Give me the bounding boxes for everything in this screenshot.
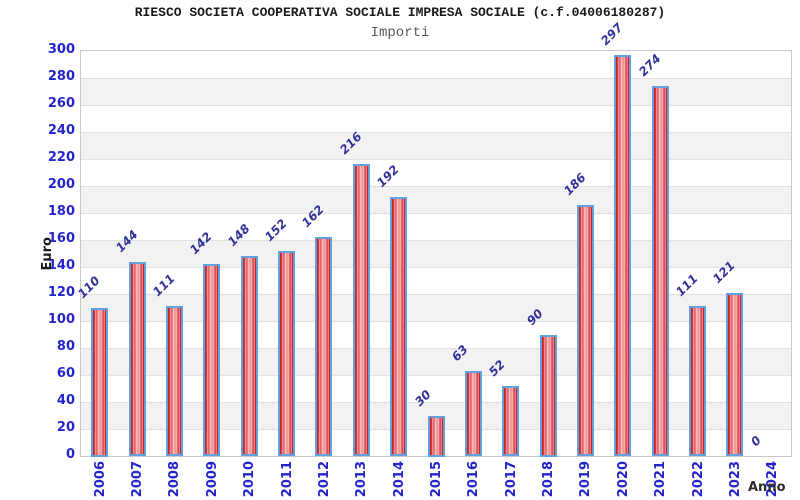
x-tick-label-2010: 2010 bbox=[242, 461, 257, 498]
gridline bbox=[81, 105, 791, 106]
bar-2016 bbox=[464, 371, 482, 456]
y-tick-label: 60 bbox=[56, 366, 75, 381]
x-tick-label-2008: 2008 bbox=[167, 461, 182, 498]
y-tick-label: 0 bbox=[65, 447, 75, 462]
x-tick-label-2019: 2019 bbox=[578, 461, 593, 498]
gridline bbox=[81, 375, 791, 376]
gridline bbox=[81, 402, 791, 403]
y-tick-label: 220 bbox=[47, 150, 75, 165]
bar-2015 bbox=[427, 416, 445, 457]
bar-2009 bbox=[203, 264, 221, 456]
x-tick-label-2011: 2011 bbox=[280, 461, 295, 498]
y-tick-label: 40 bbox=[56, 393, 75, 408]
gridline bbox=[81, 132, 791, 133]
bar-2020 bbox=[614, 55, 632, 456]
x-tick-label-2007: 2007 bbox=[130, 461, 145, 498]
y-tick-label: 120 bbox=[47, 285, 75, 300]
bar-2017 bbox=[502, 386, 520, 456]
y-tick-label: 140 bbox=[47, 258, 75, 273]
y-tick-label: 200 bbox=[47, 177, 75, 192]
x-tick-label-2012: 2012 bbox=[317, 461, 332, 498]
bar-2018 bbox=[539, 335, 557, 457]
bar-2007 bbox=[128, 262, 146, 456]
x-tick-label-2015: 2015 bbox=[429, 461, 444, 498]
chart-title: RIESCO SOCIETA COOPERATIVA SOCIALE IMPRE… bbox=[134, 5, 666, 20]
bar-2013 bbox=[352, 164, 370, 456]
bar-2006 bbox=[91, 308, 109, 457]
y-tick-label: 100 bbox=[47, 312, 75, 327]
gridline bbox=[81, 159, 791, 160]
gridline bbox=[81, 78, 791, 79]
y-tick-label: 80 bbox=[56, 339, 75, 354]
x-tick-label-2023: 2023 bbox=[728, 461, 743, 498]
gridline bbox=[81, 294, 791, 295]
bar-2014 bbox=[390, 197, 408, 456]
bar-2019 bbox=[577, 205, 594, 456]
bar-2008 bbox=[165, 306, 183, 456]
x-tick-label-2014: 2014 bbox=[392, 461, 407, 498]
bar-2022 bbox=[689, 306, 707, 456]
plot-area bbox=[80, 50, 792, 457]
bar-2023 bbox=[726, 293, 744, 456]
gridline bbox=[81, 240, 791, 241]
chart-subtitle: Importi bbox=[370, 25, 430, 41]
gridline bbox=[81, 267, 791, 268]
x-tick-label-2018: 2018 bbox=[541, 461, 556, 498]
x-tick-label-2013: 2013 bbox=[354, 461, 369, 498]
x-tick-label-2020: 2020 bbox=[616, 461, 631, 498]
y-tick-label: 240 bbox=[47, 123, 75, 138]
bar-2010 bbox=[240, 256, 258, 456]
x-axis-title: Anno bbox=[748, 480, 786, 495]
x-tick-label-2016: 2016 bbox=[466, 461, 481, 498]
y-tick-label: 180 bbox=[47, 204, 75, 219]
gridline bbox=[81, 348, 791, 349]
y-tick-label: 160 bbox=[47, 231, 75, 246]
bar-2021 bbox=[651, 86, 669, 456]
x-tick-label-2021: 2021 bbox=[653, 461, 668, 498]
bar-2011 bbox=[278, 251, 295, 456]
gridline bbox=[81, 321, 791, 322]
y-axis-title: Euro bbox=[40, 237, 55, 271]
y-tick-label: 20 bbox=[56, 420, 75, 435]
y-tick-label: 300 bbox=[47, 42, 75, 57]
gridline bbox=[81, 213, 791, 214]
x-tick-label-2006: 2006 bbox=[93, 461, 108, 498]
y-tick-label: 280 bbox=[47, 69, 75, 84]
x-tick-label-2009: 2009 bbox=[205, 461, 220, 498]
gridline bbox=[81, 186, 791, 187]
y-tick-label: 260 bbox=[47, 96, 75, 111]
x-tick-label-2017: 2017 bbox=[504, 461, 519, 498]
x-tick-label-2022: 2022 bbox=[691, 461, 706, 498]
bar-2012 bbox=[315, 237, 333, 456]
